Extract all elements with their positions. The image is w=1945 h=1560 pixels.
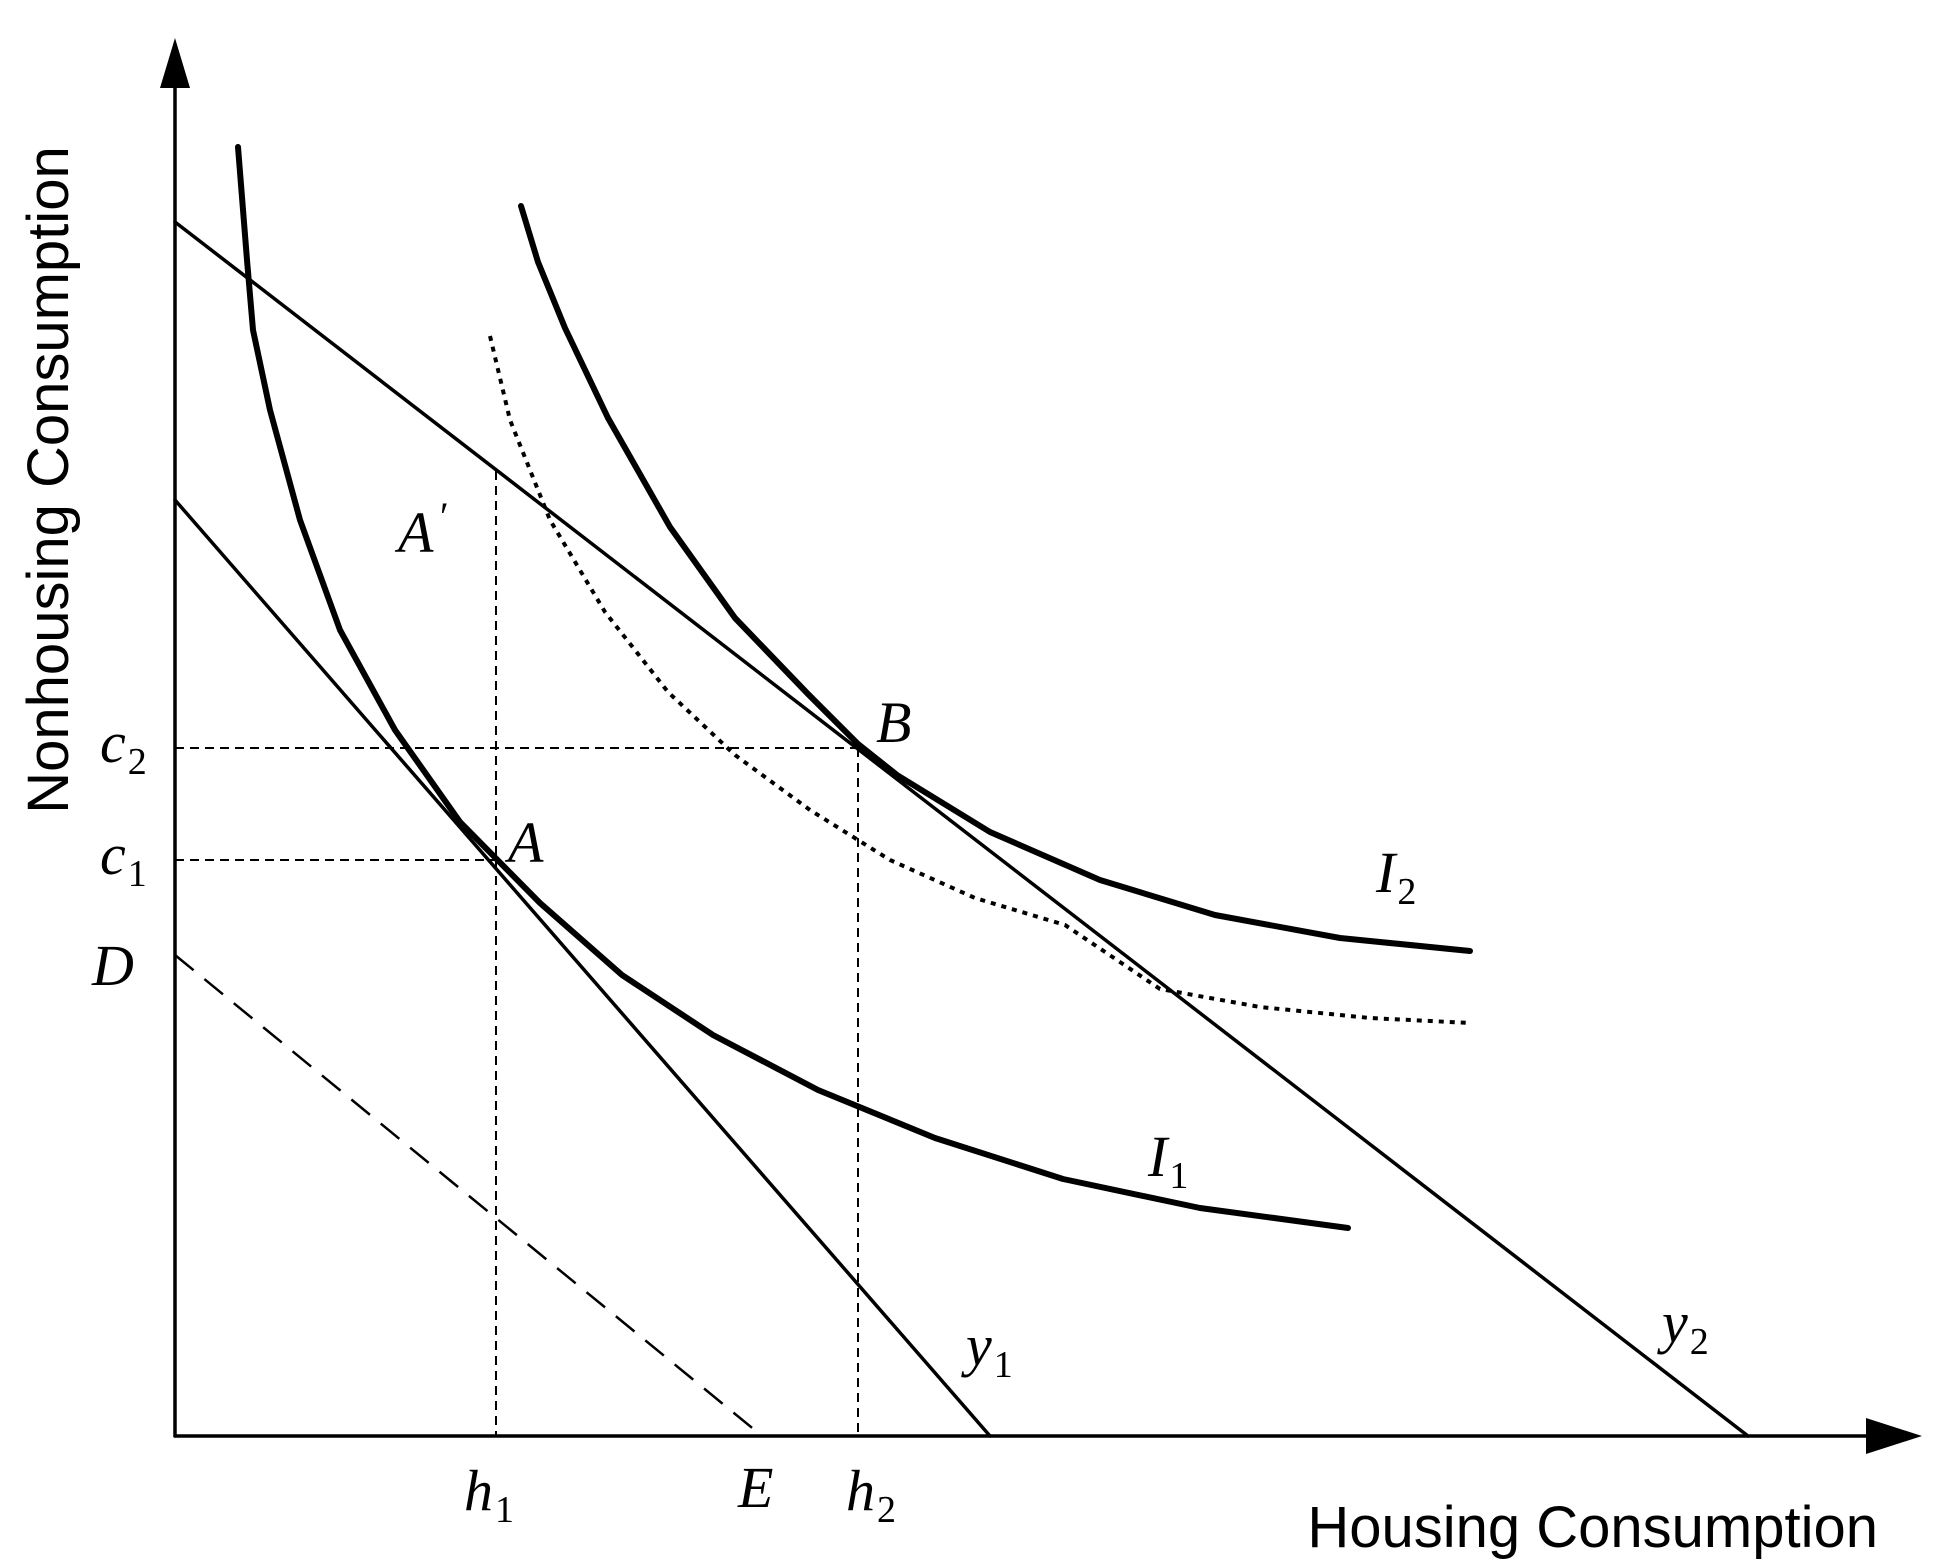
label-point-A-prime: A ′: [394, 494, 447, 565]
budget-line-y1: [173, 498, 992, 1438]
axes: [160, 38, 1922, 1454]
tick-label-c1: c1: [100, 822, 147, 895]
label-E: E: [737, 1455, 773, 1520]
label-I2: I2: [1375, 840, 1416, 913]
dotted-indifference-curve: [488, 335, 1471, 1025]
x-axis-title: Housing Consumption: [1307, 1495, 1878, 1560]
y-axis-arrowhead: [160, 38, 190, 88]
indifference-curve-I1: [235, 144, 1351, 1231]
tick-label-c2: c2: [100, 710, 147, 783]
label-point-B: B: [876, 690, 911, 755]
guide-lines: [175, 471, 859, 1436]
y-axis-title: Nonhousing Consumption: [16, 146, 81, 813]
budget-line-DE: [174, 954, 763, 1437]
tick-label-h2: h2: [846, 1458, 896, 1531]
indifference-curve-I2: [518, 203, 1473, 954]
tick-label-h1: h1: [464, 1458, 514, 1531]
budget-line-y2: [173, 220, 1750, 1438]
label-y1: y1: [961, 1313, 1013, 1386]
label-y2: y2: [1657, 1290, 1709, 1363]
label-D: D: [91, 933, 134, 998]
x-axis-arrowhead: [1866, 1418, 1922, 1454]
label-I1: I1: [1147, 1124, 1188, 1197]
label-point-A: A: [504, 810, 544, 875]
